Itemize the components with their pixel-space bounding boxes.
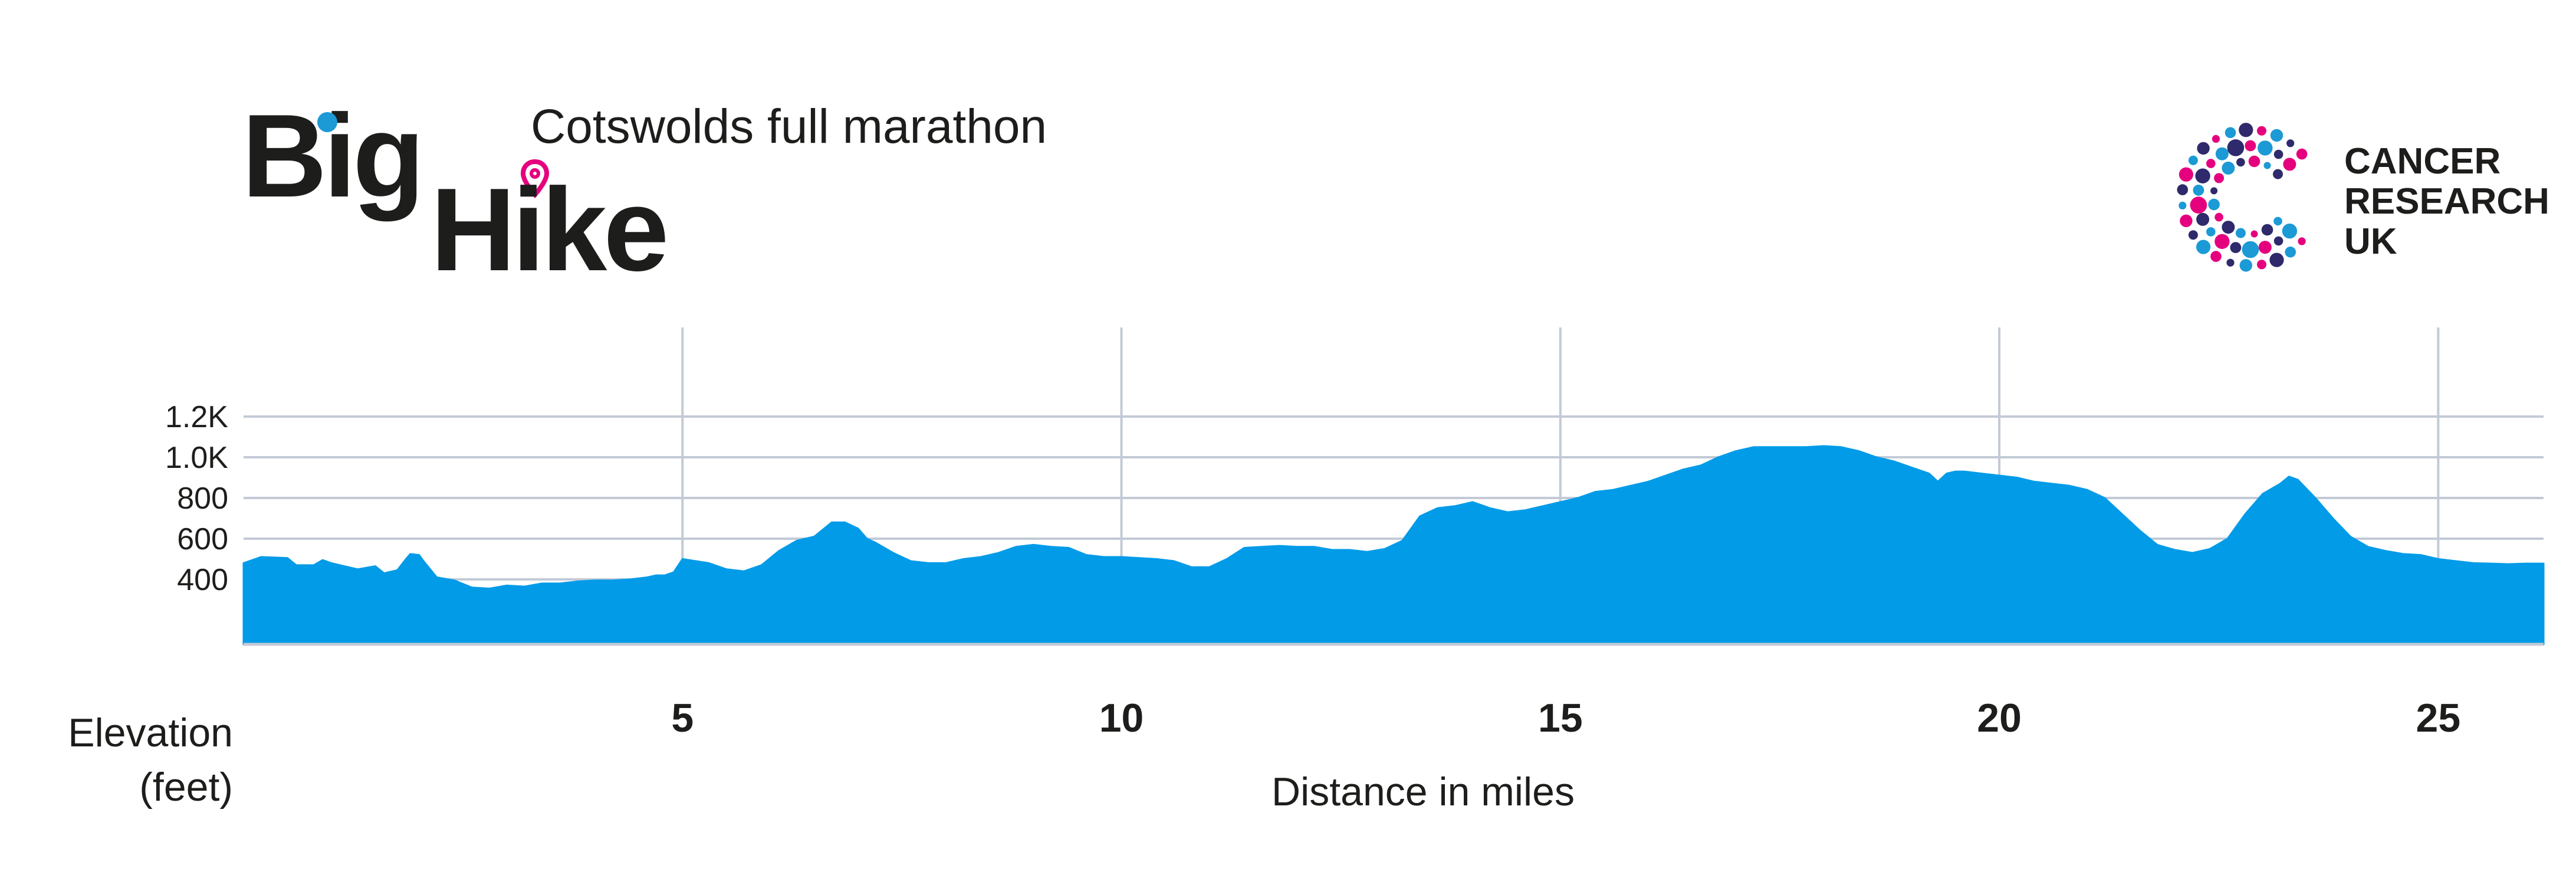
y-tick-labels: 400 600 800 1.0K 1.2K — [165, 400, 228, 597]
x-tick-label: 10 — [1099, 696, 1144, 740]
sponsor-line-3: UK — [2344, 221, 2397, 262]
y-axis-title-line-1: Elevation — [68, 710, 233, 755]
chart-title: Cotswolds full marathon — [531, 100, 1047, 153]
y-tick-label: 600 — [177, 522, 228, 556]
sponsor-line-2: RESEARCH — [2344, 181, 2549, 222]
x-axis-title: Distance in miles — [1271, 769, 1575, 814]
y-tick-label: 1.0K — [165, 441, 228, 475]
x-tick-label: 5 — [671, 696, 694, 740]
x-tick-labels: 5 10 15 20 25 — [671, 696, 2460, 740]
sponsor-logo-text: CANCER RESEARCH UK — [2344, 142, 2549, 262]
x-tick-label: 20 — [1977, 696, 2022, 740]
cancer-research-uk-logo-icon — [2177, 123, 2308, 272]
logo-word-hike: Hike — [431, 164, 669, 296]
logo-dot-icon — [317, 112, 337, 132]
location-pin-icon — [520, 159, 550, 198]
y-tick-label: 1.2K — [165, 400, 228, 434]
y-tick-label: 400 — [177, 563, 228, 597]
series-layer — [242, 445, 2545, 646]
y-tick-label: 800 — [177, 481, 228, 516]
x-tick-label: 25 — [2416, 696, 2461, 740]
x-tick-label: 15 — [1538, 696, 1583, 740]
y-axis-title-line-2: (feet) — [139, 765, 233, 810]
sponsor-line-1: CANCER — [2344, 141, 2501, 182]
elevation-area-series-0 — [242, 445, 2545, 645]
